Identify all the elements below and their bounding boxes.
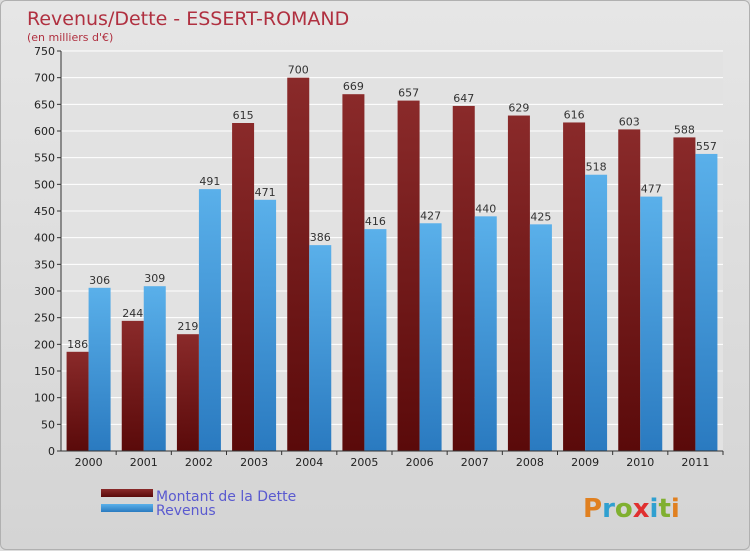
data-label: 244	[122, 307, 143, 320]
bar-debt	[452, 105, 475, 451]
y-tick-label: 650	[34, 98, 55, 111]
y-tick-label: 450	[34, 205, 55, 218]
bar-debt	[232, 123, 255, 451]
data-label: 219	[177, 320, 198, 333]
bar-revenus	[695, 153, 718, 451]
data-label: 416	[365, 215, 386, 228]
bar-debt	[121, 320, 144, 451]
data-label: 306	[89, 274, 110, 287]
y-tick-label: 500	[34, 178, 55, 191]
bar-revenus	[640, 196, 663, 451]
data-label: 629	[508, 102, 529, 115]
data-label: 386	[310, 231, 331, 244]
data-label: 616	[564, 108, 585, 121]
bar-revenus	[198, 189, 221, 451]
y-tick-label: 400	[34, 232, 55, 245]
x-tick-label: 2002	[185, 456, 213, 469]
x-tick-label: 2003	[240, 456, 268, 469]
legend: Montant de la Dette Revenus	[101, 489, 296, 519]
data-label: 309	[144, 272, 165, 285]
x-tick-label: 2011	[681, 456, 709, 469]
x-tick-label: 2007	[461, 456, 489, 469]
y-tick-label: 300	[34, 285, 55, 298]
y-tick-label: 750	[34, 45, 55, 58]
data-label: 557	[696, 140, 717, 153]
y-tick-label: 600	[34, 125, 55, 138]
bar-revenus	[143, 286, 166, 451]
legend-swatch-revenus	[101, 504, 153, 512]
data-label: 440	[475, 202, 496, 215]
bar-debt	[397, 100, 420, 451]
bar-revenus	[474, 216, 497, 451]
x-tick-label: 2005	[350, 456, 378, 469]
bar-revenus	[364, 229, 387, 451]
bar-revenus	[529, 224, 552, 451]
x-tick-label: 2008	[516, 456, 544, 469]
y-tick-label: 550	[34, 152, 55, 165]
bar-debt	[66, 351, 89, 451]
bar-debt	[507, 115, 530, 452]
data-label: 700	[288, 64, 309, 77]
chart-subtitle: (en milliers d'€)	[27, 31, 113, 44]
data-label: 669	[343, 80, 364, 93]
bar-revenus	[419, 223, 442, 451]
y-tick-label: 150	[34, 365, 55, 378]
x-tick-label: 2010	[626, 456, 654, 469]
data-label: 518	[586, 161, 607, 174]
bar-debt	[563, 122, 586, 451]
data-label: 647	[453, 92, 474, 105]
data-label: 588	[674, 123, 695, 136]
data-label: 615	[233, 109, 254, 122]
legend-swatch-debt	[101, 489, 153, 497]
bar-debt	[287, 77, 310, 452]
legend-label-debt: Montant de la Dette	[156, 489, 296, 505]
y-tick-label: 0	[48, 445, 55, 458]
data-label: 471	[255, 186, 276, 199]
x-tick-label: 2001	[130, 456, 158, 469]
y-tick-label: 50	[41, 418, 55, 431]
proxiti-logo: Proxiti	[583, 494, 680, 524]
x-tick-label: 2000	[75, 456, 103, 469]
bar-revenus	[585, 174, 608, 451]
bar-debt	[618, 129, 641, 451]
bar-revenus	[254, 199, 277, 451]
data-label: 186	[67, 338, 88, 351]
legend-label-revenus: Revenus	[156, 503, 216, 519]
plot-area	[61, 51, 723, 451]
data-label: 427	[420, 209, 441, 222]
y-tick-label: 700	[34, 72, 55, 85]
y-tick-label: 100	[34, 392, 55, 405]
chart-title: Revenus/Dette - ESSERT-ROMAND	[27, 8, 349, 30]
bar-debt	[673, 137, 696, 451]
bar-debt	[342, 94, 365, 451]
y-tick-label: 350	[34, 258, 55, 271]
data-label: 603	[619, 115, 640, 128]
x-tick-label: 2006	[406, 456, 434, 469]
x-tick-label: 2009	[571, 456, 599, 469]
data-label: 657	[398, 87, 419, 100]
x-tick-label: 2004	[295, 456, 323, 469]
y-tick-label: 250	[34, 312, 55, 325]
data-label: 425	[530, 210, 551, 223]
data-label: 477	[641, 183, 662, 196]
y-tick-label: 200	[34, 338, 55, 351]
bar-revenus	[309, 245, 332, 451]
bar-debt	[176, 334, 199, 451]
bar-revenus	[88, 287, 111, 451]
data-label: 491	[199, 175, 220, 188]
